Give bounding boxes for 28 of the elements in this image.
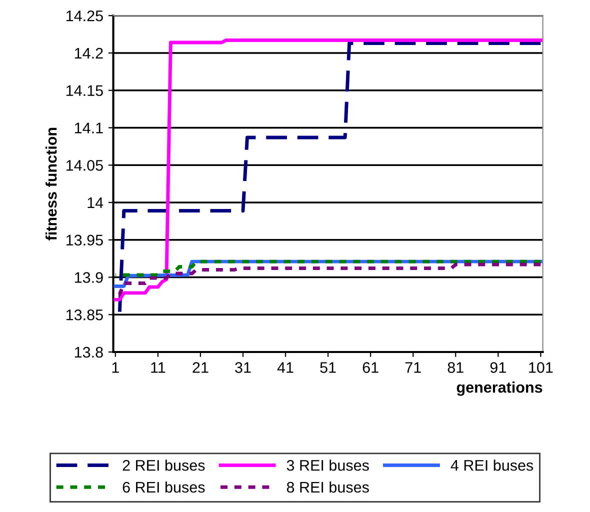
x-tick-label: 61: [362, 362, 378, 373]
x-axis-title: generations: [456, 382, 542, 396]
y-tick-label: 13.95: [66, 234, 103, 246]
x-tick-label: 51: [320, 362, 336, 373]
y-tick-label: 14.15: [66, 85, 103, 96]
y-tick-label: 14: [88, 198, 104, 208]
y-tick-label: 13.85: [66, 309, 103, 320]
legend-label: 4 REI buses: [450, 460, 534, 471]
legend-label: 6 REI buses: [122, 481, 205, 493]
x-tick-label: 1: [112, 362, 119, 373]
legend-label: 3 REI buses: [286, 460, 369, 471]
y-tick-label: 14.05: [66, 160, 103, 171]
y-axis-title: fitness function: [46, 128, 57, 240]
x-tick-label: 101: [529, 362, 553, 373]
x-tick-label: 81: [448, 362, 464, 373]
x-tick-label: 31: [235, 362, 251, 373]
y-tick-label: 14.25: [66, 10, 103, 22]
x-tick-label: 71: [405, 362, 421, 373]
x-tick-label: 41: [277, 362, 294, 373]
y-tick-label: 14.1: [74, 122, 103, 134]
y-tick-label: 13.8: [74, 346, 103, 358]
legend-label: 2 REI buses: [122, 460, 205, 471]
y-tick-label: 14.2: [74, 48, 103, 59]
x-tick-label: 11: [151, 362, 166, 373]
legend-label: 8 REI buses: [286, 481, 369, 493]
x-tick-label: 91: [490, 362, 506, 373]
x-tick-label: 21: [192, 362, 208, 373]
y-tick-label: 13.9: [74, 272, 103, 283]
